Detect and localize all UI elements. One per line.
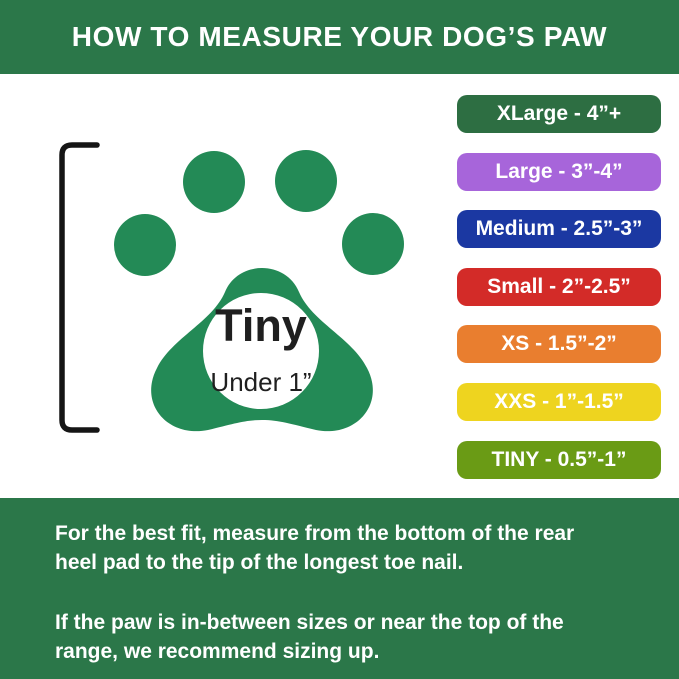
page-title: HOW TO MEASURE YOUR DOG’S PAW [71, 21, 608, 52]
size-badge-large: Large - 3”-4” [457, 152, 661, 191]
bracket-path [59, 142, 100, 433]
paw-toe-outer-right [342, 213, 404, 275]
footer-note: For the best fit, measure from the botto… [0, 498, 679, 679]
measure-bracket-icon [59, 142, 100, 433]
paw-size-label: Tiny [215, 300, 307, 351]
size-legend: XLarge - 4”+ Large - 3”-4” Medium - 2.5”… [457, 95, 661, 479]
paw-size-range: Under 1” [210, 367, 312, 397]
size-badge-xxs: XXS - 1”-1.5” [457, 382, 661, 421]
paw-toe-inner-left [183, 151, 245, 213]
size-badge-medium: Medium - 2.5”-3” [457, 210, 661, 249]
footer-text-line: range, we recommend sizing up. [55, 640, 380, 663]
paw-toe-inner-right [275, 150, 337, 212]
paw-pad-label-circle [203, 293, 319, 409]
size-badge-xs: XS - 1.5”-2” [457, 325, 661, 364]
footer-text-line: heel pad to the tip of the longest toe n… [55, 551, 464, 574]
header-banner: HOW TO MEASURE YOUR DOG’S PAW [0, 0, 679, 74]
size-badge-small: Small - 2”-2.5” [457, 267, 661, 306]
paw-toe-outer-left [114, 214, 176, 276]
footer-text-line: If the paw is in-between sizes or near t… [55, 611, 564, 634]
footer-text-line: For the best fit, measure from the botto… [55, 522, 575, 545]
size-badge-xlarge: XLarge - 4”+ [457, 95, 661, 133]
paw-print-icon [114, 150, 404, 432]
size-badge-tiny: TINY - 0.5”-1” [457, 440, 661, 479]
